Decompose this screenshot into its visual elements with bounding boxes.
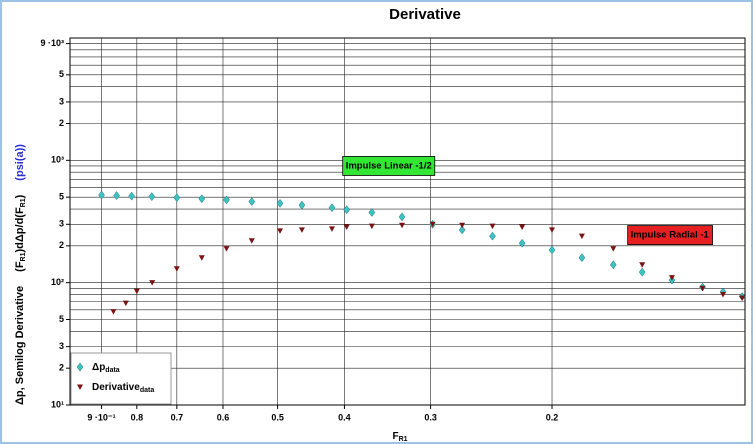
point <box>668 275 675 281</box>
x-tick-label: 0.7 <box>171 412 184 422</box>
y-tick-label: 3 <box>59 219 64 229</box>
point <box>113 191 120 201</box>
point <box>578 253 586 263</box>
x-tick-label: 0.3 <box>424 412 437 422</box>
legend-marker <box>76 362 84 372</box>
point <box>122 300 129 307</box>
plot-area <box>69 37 746 406</box>
y-label-part: )dΔp/d(F <box>14 207 26 252</box>
point <box>639 262 646 268</box>
y-tick-label: 9 ·10³ <box>40 38 64 48</box>
point <box>458 225 466 235</box>
point <box>276 198 284 208</box>
point <box>489 223 496 230</box>
point <box>609 260 617 270</box>
point <box>148 192 156 202</box>
x-tick-label: 0.6 <box>217 412 230 422</box>
point <box>739 295 746 301</box>
legend-box <box>70 352 172 405</box>
point <box>198 255 205 261</box>
point <box>149 280 156 286</box>
annotation-text: Impulse Linear -1/2 <box>346 160 432 171</box>
y-tick-label: 5 <box>59 69 64 79</box>
y-tick-label: 5 <box>59 314 64 324</box>
y-label-part: R1 <box>20 198 27 207</box>
y-tick-label: 10² <box>51 277 64 287</box>
y-axis-label: Δp, Semilog Derivative(FR1)dΔp/d(FR1)(ps… <box>14 144 27 405</box>
annotation-box <box>627 225 713 245</box>
point <box>720 292 727 298</box>
x-label-sub: R1 <box>399 436 408 443</box>
y-label-part: (psi(a)) <box>14 144 26 181</box>
y-tick-label: 5 <box>59 192 64 202</box>
y-label-part: ) <box>14 194 26 198</box>
y-tick-label: 3 <box>59 96 64 106</box>
point <box>128 191 135 201</box>
y-label-part: (F <box>14 261 26 272</box>
point <box>343 205 350 215</box>
legend-label: Δpdata <box>92 362 120 374</box>
point <box>398 212 406 222</box>
point <box>328 203 336 213</box>
y-tick-label: 3 <box>59 341 64 351</box>
y-label-part: R1 <box>20 252 27 261</box>
y-tick-label: 10³ <box>51 155 64 165</box>
annotation: Impulse Radial -1 <box>627 225 713 245</box>
point <box>298 227 305 233</box>
point <box>133 288 140 295</box>
point <box>489 231 496 241</box>
annotation-text: Impulse Radial -1 <box>631 230 710 241</box>
point <box>343 224 350 231</box>
point <box>459 222 466 229</box>
point <box>223 195 230 205</box>
legend-name: Δp <box>92 362 105 373</box>
point <box>223 246 230 252</box>
point <box>173 193 181 203</box>
x-tick-label: 0.8 <box>131 412 144 422</box>
point <box>110 309 117 315</box>
point <box>248 238 255 244</box>
point <box>578 233 585 240</box>
x-tick-label: 0.2 <box>546 412 559 422</box>
y-tick-label: 2 <box>59 240 64 250</box>
point <box>173 266 180 272</box>
point <box>298 200 306 210</box>
annotation: Impulse Linear -1/2 <box>342 156 436 176</box>
point <box>399 222 406 229</box>
y-tick-label: 2 <box>59 363 64 373</box>
x-tick-label: 9 ·10⁻¹ <box>87 412 115 422</box>
point <box>98 190 105 200</box>
point <box>519 224 526 231</box>
point <box>518 238 526 248</box>
x-axis-label: FR1 <box>392 431 407 443</box>
x-tick-label: 0.5 <box>271 412 284 422</box>
chart-title: Derivative <box>389 6 461 23</box>
x-label-main: F <box>392 431 398 442</box>
point <box>699 285 706 292</box>
legend-sub: data <box>140 387 155 394</box>
point <box>549 227 556 233</box>
point <box>368 223 375 230</box>
legend-marker <box>77 384 83 390</box>
point <box>610 246 617 252</box>
point <box>548 245 556 255</box>
y-label-part: Δp, Semilog Derivative <box>14 286 26 405</box>
y-tick-label: 2 <box>59 118 64 128</box>
point <box>429 221 436 228</box>
legend-label: Derivativedata <box>92 382 154 394</box>
point <box>328 226 335 232</box>
point <box>638 267 646 277</box>
x-tick-label: 0.4 <box>338 412 351 422</box>
annotation-box <box>342 156 436 176</box>
point <box>276 228 283 234</box>
point <box>198 194 206 204</box>
y-tick-label: 10¹ <box>51 399 64 409</box>
point <box>248 197 256 207</box>
point <box>368 208 376 217</box>
legend-sub: data <box>105 367 120 374</box>
legend-name: Derivative <box>92 382 140 393</box>
